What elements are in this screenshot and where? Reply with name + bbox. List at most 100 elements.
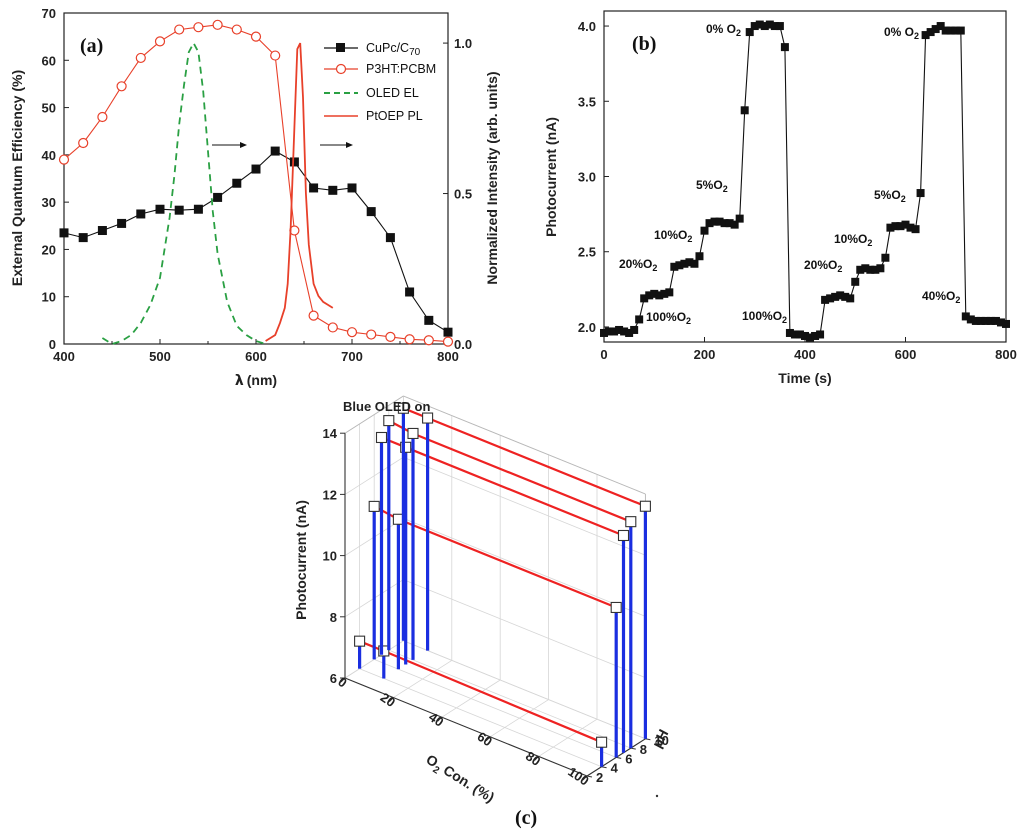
data-point [407,427,419,440]
legend-label-cupc-sub: 70 [409,47,421,58]
data-point [856,265,865,274]
panel-c-xlabel-sub: 2 [431,764,442,777]
data-point [635,315,644,324]
annotation-20pct-o2-2: 20%O2 [804,258,842,274]
grid-line [374,659,617,758]
data-point [765,20,774,29]
grid-line [359,668,602,768]
data-point [397,402,409,414]
annotation-sub: 2 [652,263,657,273]
data-point [740,106,749,115]
y-tick-label: 4.0 [578,19,596,34]
annotation-text: 5%O [696,178,723,192]
data-point [78,233,88,243]
z-tick-label: 6 [330,671,337,686]
annotation-text: 0% O [884,25,914,39]
y-tick-label: 40 [42,148,56,163]
data-point [625,516,637,528]
panel-a-arrow-right [320,142,353,148]
data-point [97,111,108,123]
stray-dot [655,794,659,798]
data-point [705,219,714,228]
x-tick-label: 0 [600,347,607,362]
data-point [821,295,830,304]
data-point [375,431,388,444]
data-point [896,222,905,231]
data-point [424,315,434,325]
data-point [423,335,434,346]
data-point [154,36,166,47]
series-line-ph-7 [381,436,624,537]
series-line-ph-10 [402,407,646,508]
x-tick-mark [437,716,443,722]
data-point [251,164,261,174]
data-point [831,292,840,301]
data-point [346,327,358,338]
panel-b-ylabel: Photocurrent (nA) [543,117,559,237]
data-point [841,292,850,301]
x-tick-label: 800 [995,347,1017,362]
data-point [836,291,845,300]
data-point [270,146,280,156]
legend-label-oled: OLED EL [366,86,419,100]
data-point [941,26,950,35]
annotation-10pct-o2-1: 10%O2 [654,228,692,244]
data-point [366,329,377,340]
x-tick-label: 800 [437,349,459,364]
z-tick-label: 14 [323,426,338,441]
data-point [309,183,319,193]
data-point [921,31,930,40]
annotation-text: 10%O [834,232,867,246]
data-point [610,601,622,614]
data-point [866,265,875,274]
z-tick-label: 12 [323,487,337,502]
data-point [916,189,925,198]
annotation-text: 0% O [706,22,736,36]
y-right-tick-label: 1.0 [454,36,472,51]
data-point [1002,319,1010,328]
annotation-sub: 2 [723,184,728,194]
data-point [790,330,799,339]
y-tick-label: 70 [42,6,56,21]
data-point [655,291,664,300]
data-point [405,287,415,297]
panel-a-series [58,19,454,347]
annotation-sub: 2 [736,28,741,38]
data-point [404,334,415,345]
data-point [212,19,223,30]
panel-c-zlabel: Photocurrent (nA) [293,500,309,620]
annotation-text: 20%O [804,258,837,272]
data-point [58,154,70,165]
x-tick-label: 400 [794,347,816,362]
annotation-text: 40%O [922,289,955,303]
annotation-0pct-o2-2: 0% O2 [884,25,919,41]
y-tick-mark [645,738,651,741]
data-point [861,264,870,273]
panel-b-series [600,20,1010,342]
z-tick-label: 8 [330,610,337,625]
legend-label-cupc: CuPc/C [366,41,409,55]
data-point [289,157,299,167]
y-tick-mark [601,766,607,769]
data-point [378,645,390,657]
y-tick-label: 3.5 [578,94,596,109]
panel-c-series [354,402,651,767]
panel-c-xlabel: O2 Con. (%) [421,751,497,809]
panel-a-xlabel-unit: (nm) [247,372,277,388]
data-point [422,412,434,424]
data-point [442,336,454,347]
data-point [931,25,940,34]
data-point [911,225,920,234]
annotation-100pct-o2-2: 100%O2 [742,309,787,325]
data-point [596,736,608,748]
annotation-sub: 2 [867,238,872,248]
y-tick-mark [616,756,622,759]
y-tick-label: 50 [42,101,56,116]
data-point [785,328,794,337]
x-tick-label: 400 [53,349,75,364]
x-tick-label: 200 [694,347,716,362]
data-point [981,316,990,325]
data-point [665,288,674,297]
panel-c-xlabel-rest: Con. (%) [437,760,497,806]
